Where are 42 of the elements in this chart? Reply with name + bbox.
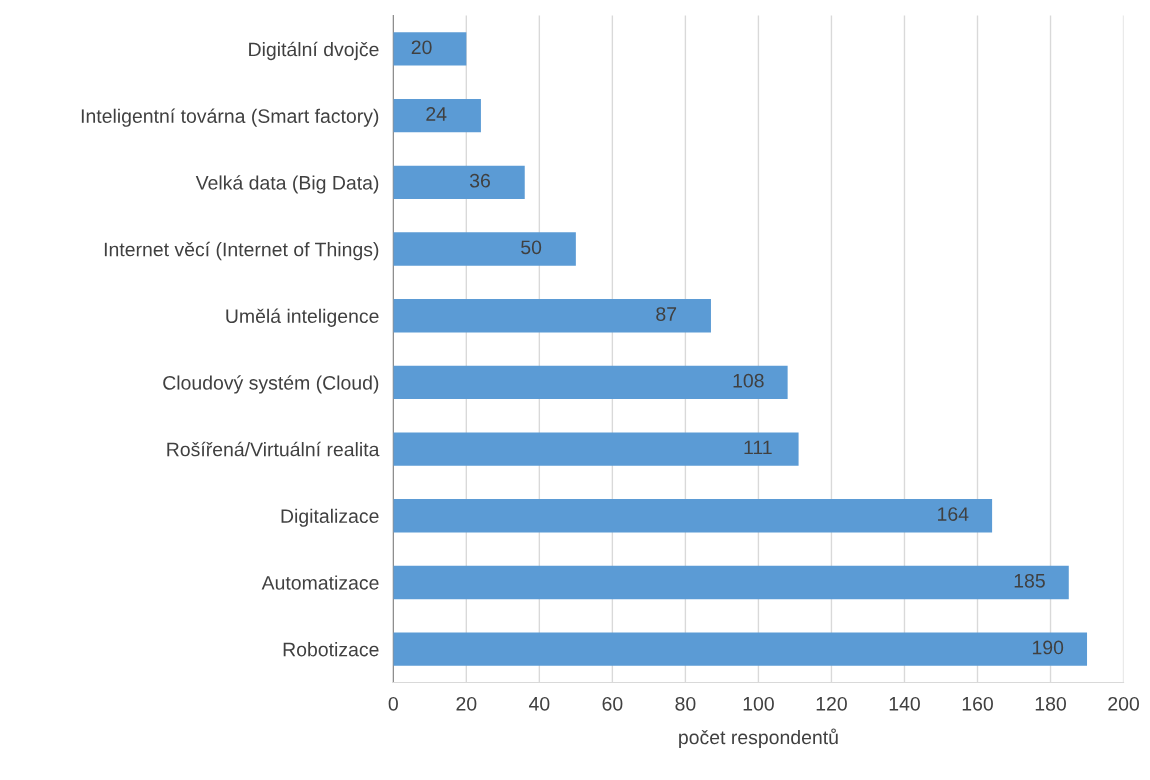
bar: [393, 98, 481, 133]
bar: [393, 432, 799, 466]
y-tick-label: Digitalizace: [281, 508, 379, 527]
bar: [393, 32, 467, 66]
bar: [393, 499, 993, 533]
x-tick-label: 0: [388, 696, 398, 711]
x-tick-label: 40: [528, 696, 550, 711]
x-tick-label: 20: [456, 696, 477, 711]
y-tick-label: Automatizace: [261, 575, 379, 590]
x-tick-label: 200: [1108, 696, 1140, 711]
y-tick-label: Velká data (Big Data): [195, 175, 379, 194]
x-tick-label: 100: [743, 696, 774, 711]
data-label: 20: [411, 40, 432, 55]
data-label: 87: [656, 307, 677, 321]
data-label: 185: [1014, 573, 1045, 588]
bar: [393, 165, 525, 199]
y-tick-label: Internet věcí (Internet of Things): [104, 241, 379, 261]
data-label: 164: [938, 507, 969, 521]
y-tick-label: Rošířená/Virtuální realita: [167, 441, 380, 457]
x-tick-label: 140: [889, 696, 920, 711]
data-label: 24: [426, 107, 447, 121]
x-tick-label: 60: [602, 696, 623, 711]
data-label: 108: [733, 373, 764, 388]
y-tick-label: Robotizace: [283, 642, 379, 657]
bar: [393, 299, 711, 333]
x-tick-label: 160: [962, 696, 993, 711]
x-tick-label: 180: [1035, 696, 1066, 711]
x-tick-label: 120: [816, 696, 847, 711]
bar: [393, 232, 576, 266]
bar: [393, 632, 1088, 666]
bar: [393, 365, 788, 400]
bar: [393, 565, 1069, 600]
data-label: 36: [469, 173, 490, 188]
data-label: 50: [521, 240, 542, 255]
y-tick-label: Inteligentní továrna (Smart factory): [81, 108, 379, 127]
x-axis-title: počet respondentů: [679, 728, 838, 749]
y-tick-label: Umělá inteligence: [226, 308, 379, 327]
y-tick-label: Digitální dvojče: [249, 41, 379, 61]
data-label: 190: [1032, 640, 1064, 655]
y-tick-label: Cloudový systém (Cloud): [163, 375, 379, 394]
data-label: 111: [744, 440, 772, 455]
x-tick-label: 80: [675, 696, 696, 711]
